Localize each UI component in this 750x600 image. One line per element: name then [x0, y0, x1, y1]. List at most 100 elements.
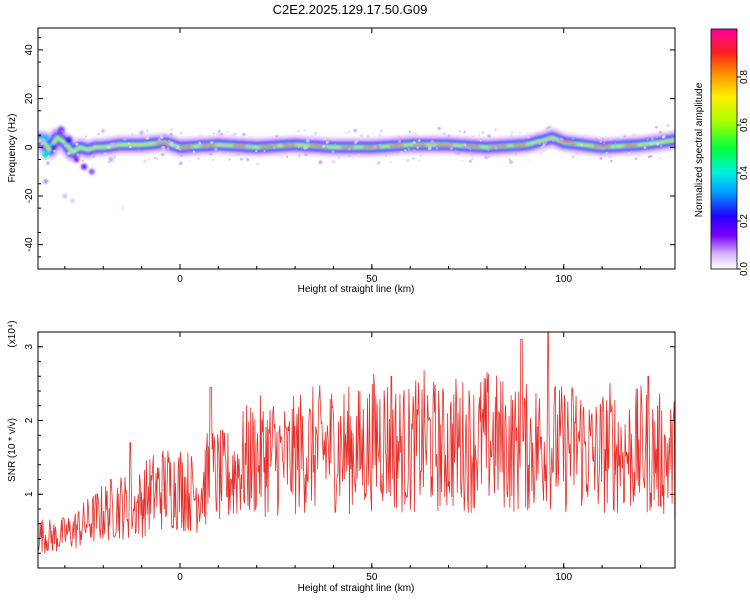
noise-speckle — [442, 132, 447, 136]
noise-speckle — [509, 134, 513, 138]
noise-speckle — [531, 145, 533, 147]
noise-speckle — [413, 133, 417, 136]
noise-speckle — [658, 157, 661, 160]
ridge-peak — [202, 144, 216, 147]
noise-speckle — [168, 139, 171, 143]
noise-speckle — [650, 142, 653, 146]
noise-speckle — [461, 160, 463, 162]
noise-speckle — [447, 134, 451, 138]
noise-speckle — [538, 141, 542, 145]
noise-speckle — [543, 140, 547, 145]
noise-speckle — [559, 137, 564, 142]
noise-speckle — [272, 145, 276, 149]
noise-speckle — [112, 155, 117, 160]
noise-speckle — [318, 160, 323, 165]
noise-speckle — [397, 139, 402, 143]
y-tick-label: -40 — [24, 237, 35, 252]
spectral-blob — [120, 206, 124, 210]
noise-speckle — [97, 133, 100, 136]
noise-speckle — [484, 155, 488, 160]
noise-speckle — [334, 143, 337, 145]
noise-speckle — [630, 150, 632, 152]
noise-speckle — [509, 160, 513, 164]
spectral-blob — [73, 156, 80, 163]
noise-speckle — [325, 140, 329, 144]
ridge-peak — [512, 143, 527, 147]
noise-speckle — [75, 142, 79, 146]
colorbar: 0.0 0.2 0.4 0.6 0.8 Normalized spectral ampl… — [694, 28, 750, 276]
noise-speckle — [407, 148, 411, 151]
noise-speckle — [216, 132, 221, 137]
noise-speckle — [83, 138, 87, 141]
x-tick-label: 0 — [177, 274, 183, 285]
noise-speckle — [612, 145, 615, 148]
noise-speckle — [654, 125, 658, 129]
noise-speckle — [655, 135, 658, 139]
noise-speckle — [659, 144, 663, 147]
noise-speckle — [418, 159, 421, 163]
noise-speckle — [131, 133, 134, 135]
ridge-peak — [489, 145, 508, 148]
noise-speckle — [74, 136, 76, 139]
noise-speckle — [47, 155, 50, 158]
noise-speckle — [399, 150, 404, 155]
noise-speckle — [416, 146, 419, 149]
noise-speckle — [65, 135, 68, 137]
noise-speckle — [98, 159, 101, 161]
noise-speckle — [145, 135, 149, 140]
colorbar-tick-label: 0.4 — [739, 166, 750, 180]
noise-speckle — [609, 137, 612, 141]
noise-speckle — [377, 159, 380, 161]
noise-speckle — [161, 145, 165, 150]
noise-speckle — [643, 146, 647, 150]
y-tick-label: 40 — [24, 44, 35, 56]
y-tick-label: 0 — [24, 144, 35, 150]
noise-speckle — [40, 143, 43, 146]
noise-speckle — [666, 123, 670, 128]
ridge-peak — [624, 144, 638, 147]
noise-speckle — [146, 129, 149, 132]
noise-speckle — [226, 130, 229, 134]
noise-speckle — [38, 139, 41, 143]
noise-speckle — [245, 144, 250, 148]
noise-speckle — [169, 132, 173, 137]
noise-speckle — [527, 159, 529, 161]
noise-speckle — [306, 147, 309, 149]
noise-speckle — [219, 142, 223, 146]
noise-speckle — [359, 133, 364, 138]
noise-speckle — [143, 159, 147, 163]
spectral-blob — [70, 198, 75, 203]
noise-speckle — [93, 145, 96, 149]
noise-speckle — [406, 158, 410, 163]
noise-speckle — [397, 136, 401, 140]
noise-speckle — [614, 142, 616, 144]
noise-speckle — [239, 157, 243, 161]
noise-speckle — [371, 133, 374, 135]
noise-speckle — [228, 158, 231, 161]
spectrogram-ridge — [38, 126, 675, 210]
noise-speckle — [514, 151, 518, 155]
noise-speckle — [619, 153, 621, 155]
noise-speckle — [430, 140, 435, 144]
noise-speckle — [310, 136, 315, 140]
noise-speckle — [550, 147, 552, 150]
noise-speckle — [46, 161, 50, 166]
noise-speckle — [92, 155, 95, 158]
spectrogram-panel: 0 50 100 40 20 0 -20 -40 Height of straight li… — [7, 27, 676, 295]
noise-speckle — [297, 129, 301, 133]
noise-speckle — [539, 152, 543, 155]
noise-speckle — [508, 158, 512, 161]
noise-speckle — [385, 154, 387, 157]
noise-speckle — [493, 145, 498, 150]
noise-speckle — [256, 162, 260, 166]
noise-speckle — [661, 135, 665, 139]
noise-speckle — [419, 154, 422, 158]
noise-speckle — [44, 158, 47, 161]
spectral-blob — [81, 163, 88, 170]
noise-speckle — [617, 137, 619, 139]
noise-speckle — [337, 155, 341, 159]
noise-speckle — [348, 147, 351, 151]
noise-speckle — [146, 150, 149, 152]
spectral-blob — [64, 135, 73, 144]
